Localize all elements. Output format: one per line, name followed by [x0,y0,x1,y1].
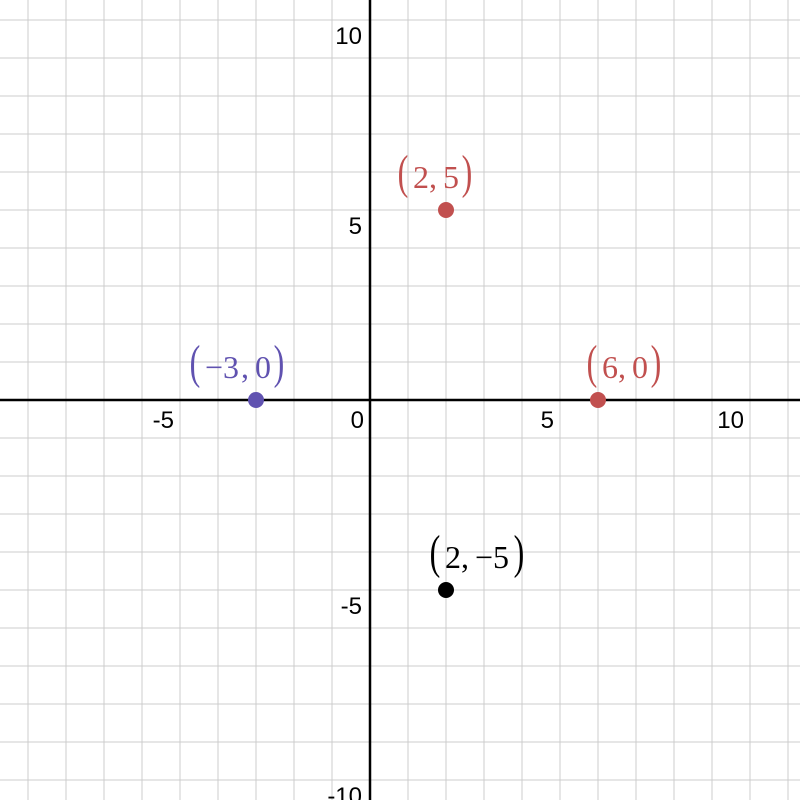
svg-text:): ) [462,146,473,199]
svg-text:): ) [514,526,525,579]
svg-text:(: ( [190,336,201,389]
svg-text:0: 0 [255,349,271,385]
point-6-0 [590,392,606,408]
svg-text:−5: −5 [475,539,509,575]
svg-text:(: ( [398,146,409,199]
svg-text:(: ( [430,526,441,579]
svg-text:): ) [274,336,285,389]
coordinate-plane: -10-50510-10-5510(2,5)(−3,0)(6,0)(2,−5) [0,0,800,800]
point-2-5 [438,202,454,218]
svg-text:2: 2 [445,539,461,575]
svg-text:,: , [618,349,626,385]
y-tick-label: 5 [349,213,362,240]
svg-text:6: 6 [602,349,618,385]
x-tick-label: 5 [541,407,554,434]
svg-text:): ) [651,336,662,389]
y-tick-label: 10 [335,23,362,50]
svg-text:,: , [241,349,249,385]
svg-text:,: , [429,159,437,195]
y-tick-label: -5 [341,593,362,620]
svg-text:,: , [461,539,469,575]
y-tick-label: -10 [327,783,362,800]
x-tick-label: -5 [153,407,174,434]
svg-text:0: 0 [632,349,648,385]
point-2-neg5 [438,582,454,598]
x-tick-label: 10 [717,407,744,434]
svg-text:(: ( [587,336,598,389]
svg-text:2: 2 [413,159,429,195]
svg-text:−3: −3 [205,349,239,385]
svg-text:5: 5 [443,159,459,195]
point-neg3-0 [248,392,264,408]
x-tick-label: 0 [351,407,364,434]
